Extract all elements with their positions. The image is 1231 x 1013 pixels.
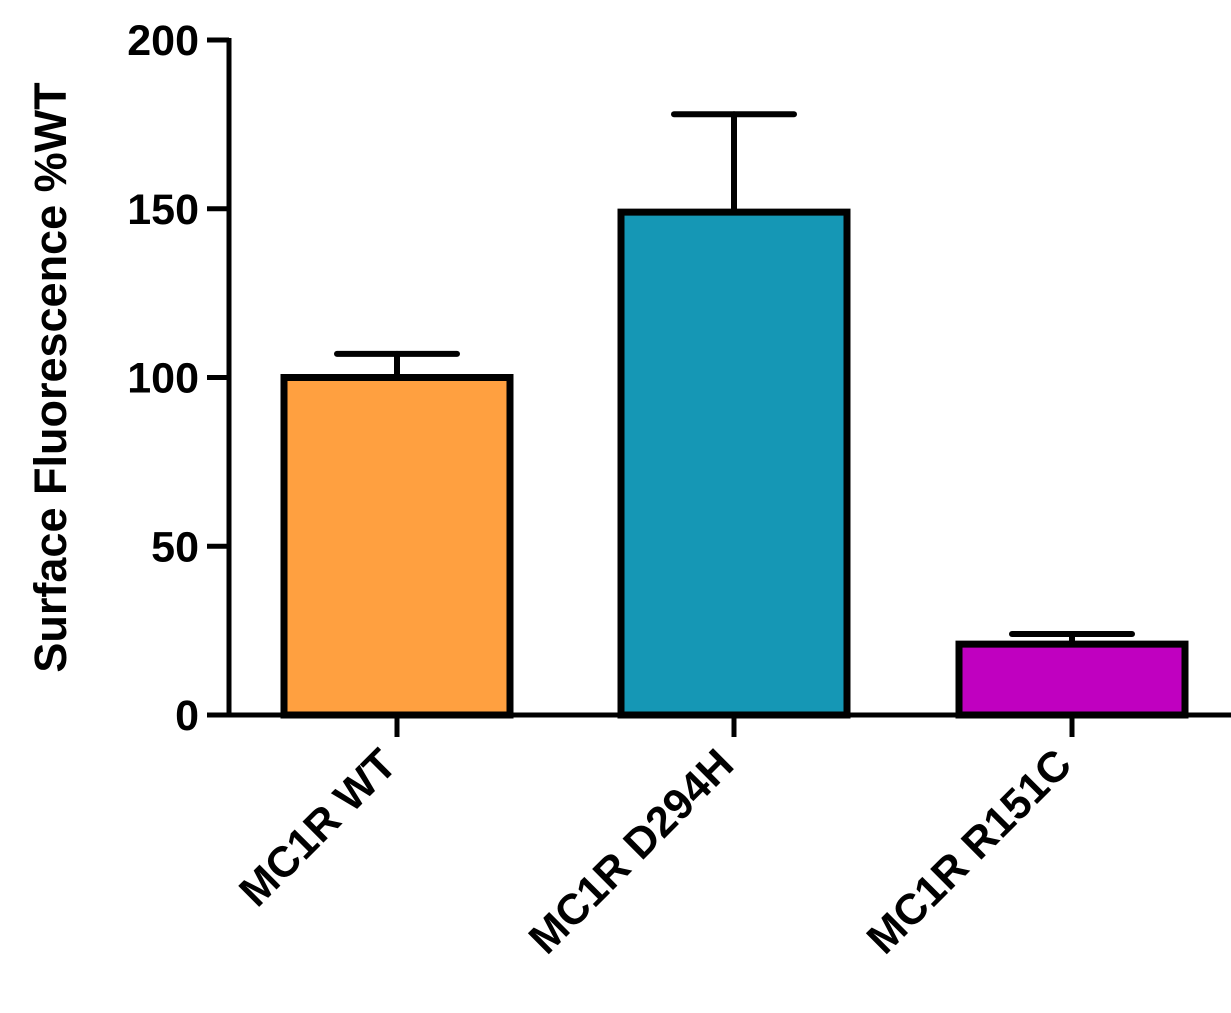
bars-layer <box>280 208 1189 719</box>
y-tick-label-50: 50 <box>151 523 199 571</box>
x-tick-label-3: MC1R R151C <box>858 740 1081 963</box>
error-bars-layer <box>334 111 1135 648</box>
y-tick-label-150: 150 <box>127 186 199 234</box>
axes-layer <box>207 37 1231 737</box>
y-tick-label-0: 0 <box>175 692 199 740</box>
bar-3 <box>955 640 1189 719</box>
y-tick-label-200: 200 <box>127 17 199 65</box>
labels-layer: 0 50 100 150 200 MC1R WT MC1R D294H MC1R R151C S… <box>25 17 1081 963</box>
x-tick-label-1: MC1R WT <box>230 740 406 916</box>
x-tick-label-2: MC1R D294H <box>520 740 743 963</box>
y-axis-title: Surface Fluorescence %WT <box>25 82 76 672</box>
bar-2 <box>617 208 851 719</box>
y-tick-label-100: 100 <box>127 355 199 403</box>
bar-1 <box>280 374 514 719</box>
